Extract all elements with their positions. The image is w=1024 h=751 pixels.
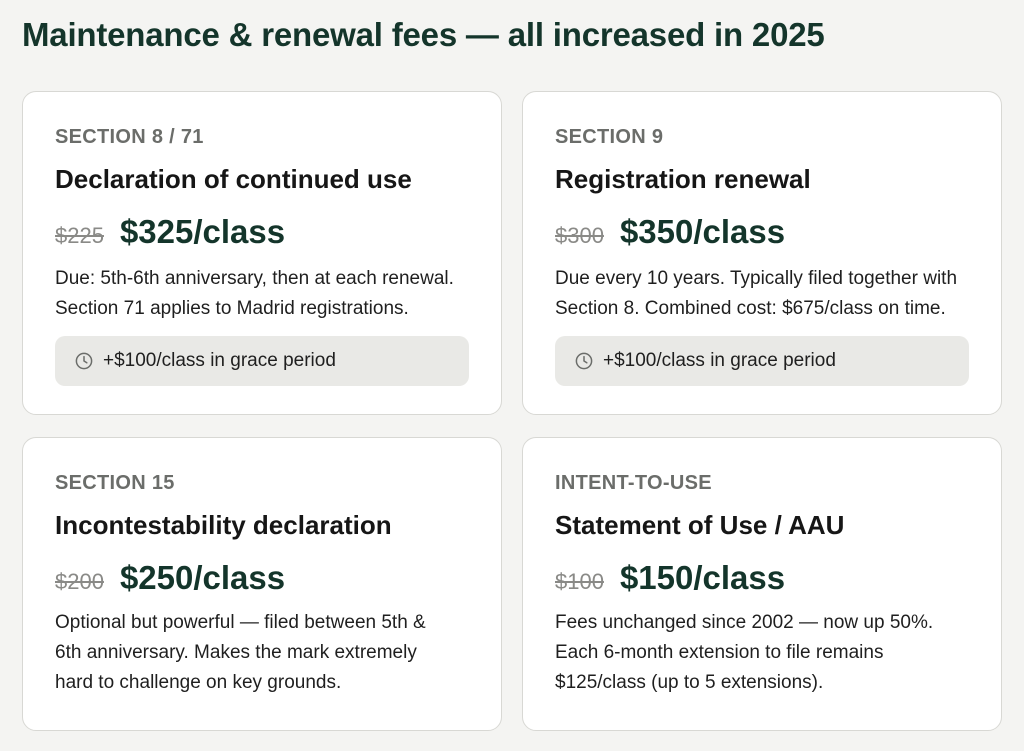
old-price: $225 xyxy=(55,223,104,248)
description-line: $125/class (up to 5 extensions). xyxy=(555,672,824,693)
description-line: hard to challenge on key grounds. xyxy=(55,672,342,693)
page-title: Maintenance & renewal fees — all increas… xyxy=(22,16,825,53)
description-line: Each 6-month extension to file remains xyxy=(555,642,884,663)
new-price: $150/class xyxy=(619,559,786,596)
description-line: Optional but powerful — filed between 5t… xyxy=(55,612,426,633)
grace-period-text: +$100/class in grace period xyxy=(103,350,336,371)
grace-period-text: +$100/class in grace period xyxy=(603,350,836,371)
old-price: $100 xyxy=(555,569,604,594)
fee-card-section-8-71: SECTION 8 / 71 Declaration of continued … xyxy=(22,91,502,415)
clock-icon xyxy=(75,352,93,370)
fee-card-grid: SECTION 8 / 71 Declaration of continued … xyxy=(22,91,1002,731)
description-line: 6th anniversary. Makes the mark extremel… xyxy=(55,642,417,663)
old-price: $300 xyxy=(555,223,604,248)
card-section-label: SECTION 15 xyxy=(55,472,175,494)
card-section-label: INTENT-TO-USE xyxy=(555,472,712,494)
new-price: $325/class xyxy=(119,213,286,250)
description-line: Due every 10 years. Typically filed toge… xyxy=(555,268,958,289)
new-price: $250/class xyxy=(119,559,286,596)
card-title: Registration renewal xyxy=(555,164,811,194)
card-title: Incontestability declaration xyxy=(55,510,392,540)
old-price: $200 xyxy=(55,569,104,594)
description-line: Section 8. Combined cost: $675/class on … xyxy=(555,298,946,319)
card-description: Due: 5th-6th anniversary, then at each r… xyxy=(55,264,469,324)
card-section-label: SECTION 9 xyxy=(555,126,664,148)
grace-period-note: +$100/class in grace period xyxy=(555,336,969,386)
card-title: Statement of Use / AAU xyxy=(555,510,845,540)
card-description: Due every 10 years. Typically filed toge… xyxy=(555,264,969,324)
card-title: Declaration of continued use xyxy=(55,164,412,194)
price-row: $300 $350/class xyxy=(555,214,969,250)
fee-card-section-15: SECTION 15 Incontestability declaration … xyxy=(22,437,502,731)
new-price: $350/class xyxy=(619,213,786,250)
price-row: $225 $325/class xyxy=(55,214,469,250)
fee-card-section-9: SECTION 9 Registration renewal $300 $350… xyxy=(522,91,1002,415)
description-line: Due: 5th-6th anniversary, then at each r… xyxy=(55,268,454,289)
card-section-label: SECTION 8 / 71 xyxy=(55,126,204,148)
card-description: Optional but powerful — filed between 5t… xyxy=(55,608,469,698)
price-row: $200 $250/class xyxy=(55,560,469,596)
grace-period-note: +$100/class in grace period xyxy=(55,336,469,386)
card-description: Fees unchanged since 2002 — now up 50%. … xyxy=(555,608,969,698)
clock-icon xyxy=(575,352,593,370)
description-line: Section 71 applies to Madrid registratio… xyxy=(55,298,409,319)
description-line: Fees unchanged since 2002 — now up 50%. xyxy=(555,612,934,633)
price-row: $100 $150/class xyxy=(555,560,969,596)
fee-card-intent-to-use: INTENT-TO-USE Statement of Use / AAU $10… xyxy=(522,437,1002,731)
